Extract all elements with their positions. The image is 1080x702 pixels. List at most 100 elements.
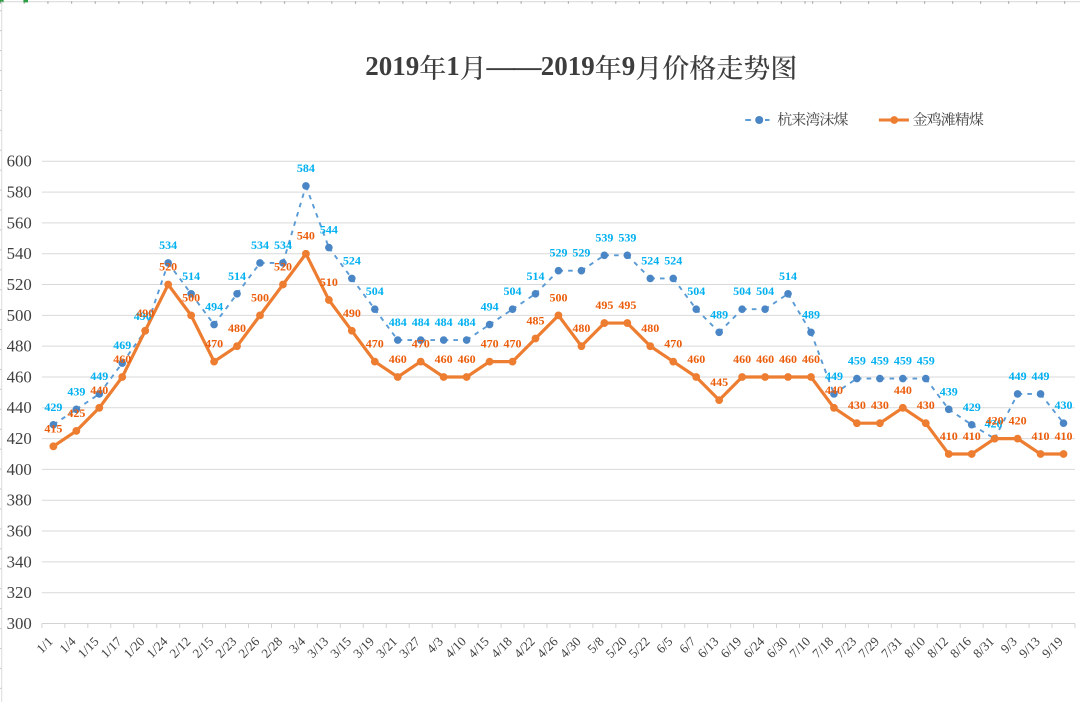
svg-text:460: 460 [779, 352, 797, 366]
svg-text:529: 529 [549, 246, 567, 260]
svg-text:524: 524 [641, 253, 659, 267]
svg-text:9: 9 [622, 51, 636, 81]
svg-text:460: 460 [113, 352, 131, 366]
svg-text:429: 429 [963, 400, 981, 414]
svg-text:1: 1 [446, 51, 460, 81]
svg-text:534: 534 [274, 238, 292, 252]
svg-text:2: 2 [541, 51, 555, 81]
svg-text:400: 400 [7, 460, 32, 479]
svg-text:484: 484 [458, 315, 476, 329]
svg-text:580: 580 [7, 183, 32, 202]
svg-text:460: 460 [7, 367, 32, 386]
svg-text:539: 539 [595, 230, 613, 244]
svg-text:440: 440 [894, 383, 912, 397]
svg-text:490: 490 [136, 306, 154, 320]
svg-text:524: 524 [343, 253, 361, 267]
svg-text:514: 514 [182, 269, 200, 283]
svg-text:529: 529 [572, 246, 590, 260]
svg-text:514: 514 [779, 269, 797, 283]
svg-text:600: 600 [7, 152, 32, 171]
svg-text:480: 480 [641, 321, 659, 335]
svg-text:489: 489 [802, 307, 820, 321]
svg-text:410: 410 [1055, 429, 1073, 443]
svg-text:470: 470 [504, 337, 522, 351]
svg-text:439: 439 [940, 384, 958, 398]
svg-text:480: 480 [572, 321, 590, 335]
svg-text:470: 470 [664, 337, 682, 351]
svg-text:300: 300 [7, 614, 32, 633]
svg-text:1: 1 [392, 51, 406, 81]
svg-text:429: 429 [44, 400, 62, 414]
svg-text:504: 504 [366, 284, 384, 298]
svg-text:460: 460 [687, 352, 705, 366]
svg-text:544: 544 [320, 223, 338, 237]
svg-text:484: 484 [412, 315, 430, 329]
svg-text:520: 520 [7, 275, 32, 294]
svg-text:449: 449 [1032, 369, 1050, 383]
svg-text:560: 560 [7, 213, 32, 232]
svg-text:500: 500 [251, 290, 269, 304]
svg-text:380: 380 [7, 491, 32, 510]
svg-text:445: 445 [710, 375, 728, 389]
svg-text:460: 460 [733, 352, 751, 366]
svg-text:425: 425 [67, 406, 85, 420]
svg-text:510: 510 [320, 275, 338, 289]
svg-text:540: 540 [7, 244, 32, 263]
svg-text:504: 504 [504, 284, 522, 298]
svg-text:460: 460 [756, 352, 774, 366]
svg-text:524: 524 [664, 253, 682, 267]
svg-text:449: 449 [1009, 369, 1027, 383]
svg-text:480: 480 [7, 337, 32, 356]
svg-text:360: 360 [7, 521, 32, 540]
svg-text:500: 500 [182, 290, 200, 304]
svg-text:459: 459 [871, 354, 889, 368]
svg-text:470: 470 [412, 337, 430, 351]
svg-text:470: 470 [366, 337, 384, 351]
svg-text:470: 470 [205, 337, 223, 351]
svg-text:484: 484 [389, 315, 407, 329]
svg-text:420: 420 [984, 416, 1002, 430]
svg-text:540: 540 [297, 229, 315, 243]
svg-text:490: 490 [134, 309, 152, 323]
svg-text:514: 514 [526, 269, 544, 283]
svg-text:459: 459 [894, 354, 912, 368]
svg-text:494: 494 [481, 300, 499, 314]
svg-text:500: 500 [549, 290, 567, 304]
svg-text:490: 490 [343, 306, 361, 320]
svg-text:420: 420 [7, 429, 32, 448]
svg-text:449: 449 [825, 369, 843, 383]
svg-text:459: 459 [848, 354, 866, 368]
svg-text:2: 2 [365, 51, 379, 81]
svg-text:420: 420 [1009, 414, 1027, 428]
svg-text:440: 440 [825, 383, 843, 397]
svg-text:539: 539 [618, 230, 636, 244]
svg-text:320: 320 [7, 583, 32, 602]
svg-text:0: 0 [554, 51, 568, 81]
svg-text:520: 520 [159, 260, 177, 274]
svg-text:410: 410 [963, 429, 981, 443]
svg-text:410: 410 [1032, 429, 1050, 443]
svg-text:9: 9 [406, 51, 420, 81]
svg-text:459: 459 [917, 354, 935, 368]
svg-text:440: 440 [7, 398, 32, 417]
svg-text:439: 439 [67, 384, 85, 398]
svg-text:430: 430 [1055, 398, 1073, 412]
svg-text:500: 500 [7, 306, 32, 325]
svg-text:504: 504 [687, 284, 705, 298]
svg-text:470: 470 [481, 337, 499, 351]
svg-text:469: 469 [113, 338, 131, 352]
svg-text:480: 480 [228, 321, 246, 335]
svg-text:495: 495 [618, 298, 636, 312]
svg-text:504: 504 [756, 284, 774, 298]
svg-text:449: 449 [90, 369, 108, 383]
svg-text:340: 340 [7, 552, 32, 571]
svg-text:495: 495 [595, 298, 613, 312]
svg-text:504: 504 [733, 284, 751, 298]
svg-text:584: 584 [297, 161, 315, 175]
svg-text:460: 460 [389, 352, 407, 366]
svg-text:430: 430 [871, 398, 889, 412]
svg-text:430: 430 [848, 398, 866, 412]
svg-text:460: 460 [458, 352, 476, 366]
svg-text:420: 420 [986, 414, 1004, 428]
svg-text:494: 494 [205, 300, 223, 314]
